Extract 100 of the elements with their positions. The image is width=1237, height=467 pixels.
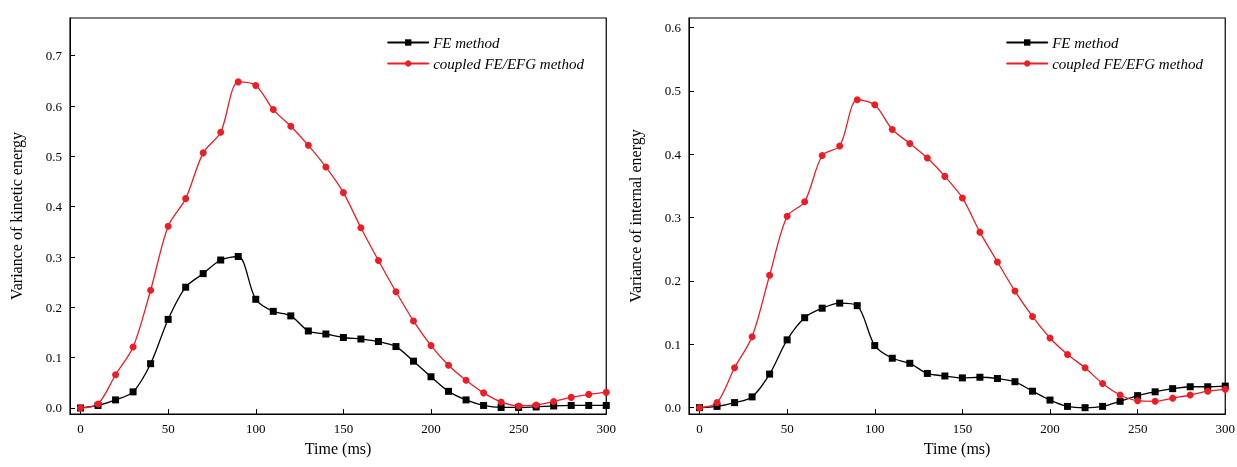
x-axis-title: Time (ms) [304, 439, 372, 458]
x-tick-label: 250 [508, 421, 529, 436]
point [870, 342, 878, 350]
x-tick-label: 150 [952, 421, 972, 436]
y-tick-label: 0.5 [45, 148, 62, 164]
point [199, 270, 207, 278]
point [870, 101, 878, 109]
point [905, 139, 913, 147]
point [835, 142, 843, 150]
point [1046, 396, 1053, 404]
point [730, 364, 738, 372]
point [304, 141, 312, 149]
x-tick-label: 0 [77, 421, 84, 436]
point [975, 228, 983, 236]
y-tick-label: 0.0 [45, 400, 62, 416]
point [567, 393, 575, 401]
point [480, 401, 488, 409]
x-tick-label: 150 [333, 421, 354, 436]
point [765, 271, 773, 279]
point [1186, 383, 1194, 391]
point [1151, 388, 1159, 396]
y-tick-label: 0.4 [664, 146, 681, 162]
y-tick-label: 0.0 [664, 400, 681, 416]
x-tick-label: 200 [1039, 421, 1060, 436]
point [445, 387, 453, 395]
point [1010, 378, 1018, 386]
point [818, 304, 826, 312]
point [252, 295, 260, 303]
point [445, 361, 453, 369]
x-tick-label: 250 [1127, 421, 1147, 436]
legend-label: coupled FE/EFG method [433, 55, 585, 72]
point [748, 393, 756, 401]
y-tick-label: 0.1 [45, 350, 62, 366]
point [1063, 350, 1071, 358]
x-tick-label: 300 [1215, 421, 1235, 436]
point [853, 302, 861, 310]
point [217, 128, 225, 136]
point [1081, 404, 1089, 412]
point [199, 149, 207, 157]
point [783, 336, 791, 344]
point [164, 315, 172, 323]
y-tick-label: 0.6 [664, 20, 681, 35]
y-axis-title: Variance of kinetic energy [7, 131, 26, 301]
point [339, 334, 347, 342]
legend-label: FE method [1050, 34, 1119, 51]
point [585, 401, 593, 409]
point [602, 388, 610, 396]
y-tick-label: 0.3 [664, 210, 681, 226]
y-tick-label: 0.7 [45, 48, 63, 64]
y-tick-label: 0.2 [45, 299, 62, 315]
point [322, 163, 330, 171]
point [975, 373, 983, 381]
y-tick-label: 0.5 [664, 83, 681, 99]
y-tick-label: 0.1 [664, 336, 681, 352]
point [129, 388, 137, 396]
legend-label: coupled FE/EFG method [1051, 55, 1203, 72]
point [800, 314, 808, 322]
x-tick-label: 300 [596, 421, 616, 436]
point [923, 154, 931, 162]
point [818, 151, 826, 159]
point [993, 258, 1001, 266]
point [602, 401, 610, 409]
point [835, 299, 843, 307]
point [800, 198, 808, 206]
point [888, 126, 896, 134]
x-tick-label: 100 [864, 421, 885, 436]
point [164, 222, 172, 230]
point [1028, 387, 1036, 395]
point [783, 212, 791, 220]
point [374, 338, 382, 346]
point [304, 327, 312, 335]
point [853, 96, 861, 104]
y-axis-title: Variance of internal energy [626, 129, 644, 303]
point [905, 359, 913, 367]
point [1203, 387, 1211, 395]
x-tick-label: 50 [161, 421, 175, 436]
y-tick-label: 0.3 [45, 249, 62, 265]
point [1028, 312, 1036, 320]
point [322, 330, 330, 338]
point [765, 370, 773, 378]
y-tick-label: 0.4 [45, 199, 63, 215]
point [252, 81, 260, 89]
x-tick-label: 0 [695, 421, 703, 436]
point [940, 372, 948, 380]
point [462, 376, 470, 384]
point [1098, 380, 1106, 388]
point [462, 396, 470, 404]
x-tick-label: 200 [421, 421, 441, 436]
point [217, 256, 225, 264]
point [112, 396, 120, 404]
x-axis-title: Time (ms) [923, 439, 990, 458]
point [730, 399, 738, 407]
point [1168, 385, 1176, 393]
point [1151, 397, 1159, 405]
point [234, 78, 242, 86]
point [497, 403, 505, 411]
point [409, 317, 417, 325]
point [1168, 394, 1176, 402]
point [357, 335, 365, 343]
point [585, 390, 593, 398]
